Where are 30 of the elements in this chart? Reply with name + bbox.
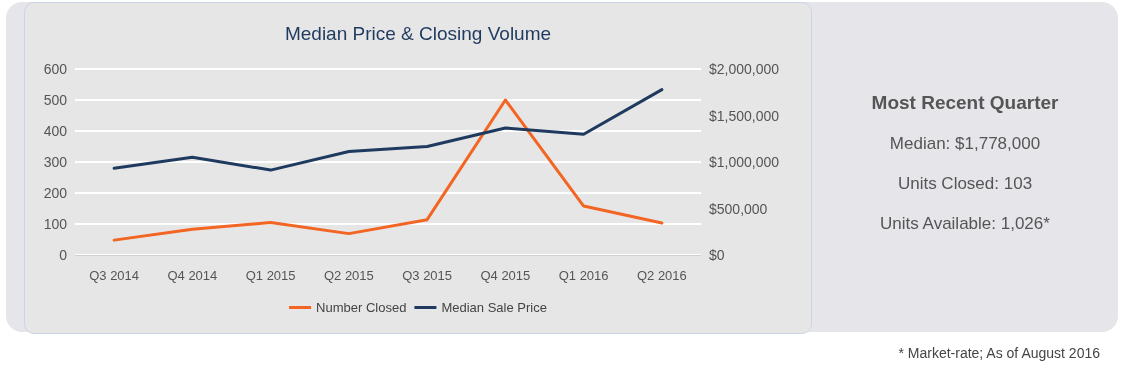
line-series xyxy=(112,88,664,172)
text: Median: $1,778,000 xyxy=(888,134,1042,154)
chart-title: Median Price & Closing Volume xyxy=(284,23,552,44)
x-tick-label: Q1 2016 xyxy=(558,268,609,283)
y2-tick-label: $0 xyxy=(709,247,725,263)
y2-tick-label: $1,500,000 xyxy=(709,107,780,124)
y-tick-label: 600 xyxy=(43,61,68,77)
x-tick-label: Q3 2014 xyxy=(89,268,140,283)
y-tick-label: 0 xyxy=(59,247,68,263)
text: Most Recent Quarter xyxy=(870,92,1060,114)
legend-label: Number Closed xyxy=(316,300,407,315)
x-tick-label: Q4 2014 xyxy=(167,268,218,283)
y-tick-label: 500 xyxy=(43,92,68,108)
x-tick-label: Q2 2016 xyxy=(636,268,687,283)
text: Units Closed: 103 xyxy=(896,174,1034,194)
y-tick-label: 300 xyxy=(43,154,68,170)
line-series xyxy=(112,98,664,242)
x-tick-label: Q4 2015 xyxy=(480,268,531,283)
y2-tick-label: $500,000 xyxy=(709,200,768,217)
x-tick-label: Q1 2015 xyxy=(245,268,296,283)
text: Units Available: 1,026* xyxy=(879,214,1051,234)
y-tick-label: 400 xyxy=(43,123,68,139)
y-tick-label: 200 xyxy=(43,185,68,201)
y-tick-label: 100 xyxy=(43,216,68,232)
legend-label: Median Sale Price xyxy=(441,300,547,315)
x-tick-label: Q3 2015 xyxy=(402,268,453,283)
y2-tick-label: $1,000,000 xyxy=(709,154,780,170)
text: * Market-rate; As of August 2016 xyxy=(898,345,1100,361)
y2-tick-label: $2,000,000 xyxy=(709,61,780,77)
x-tick-label: Q2 2015 xyxy=(323,268,374,283)
